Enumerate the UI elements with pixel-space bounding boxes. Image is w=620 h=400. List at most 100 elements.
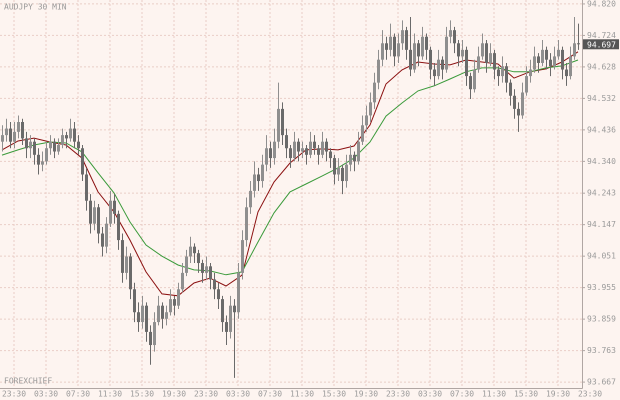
candle-body <box>437 59 440 77</box>
candle-body <box>469 76 472 90</box>
candle-body <box>433 69 436 77</box>
candle-body <box>1 135 4 142</box>
candle-body <box>505 66 508 83</box>
candle-body <box>17 122 20 132</box>
candle-body <box>81 148 84 175</box>
candle-body <box>245 207 248 241</box>
candle-body <box>189 246 192 257</box>
x-tick-label: 15:30 <box>514 390 538 399</box>
candle-body <box>401 30 404 44</box>
candle-body <box>105 223 108 247</box>
candle-body <box>121 240 124 273</box>
candle-body <box>529 69 532 77</box>
candle-body <box>25 138 28 149</box>
candle-body <box>397 43 400 57</box>
y-tick-label: 94.532 <box>587 94 616 103</box>
candle-body <box>449 30 452 37</box>
candle-body <box>509 82 512 96</box>
candle-body <box>145 305 148 332</box>
candle-body <box>553 56 556 67</box>
candle-body <box>429 49 432 70</box>
candle-body <box>377 59 380 83</box>
candle-body <box>557 49 560 57</box>
candle-body <box>573 43 576 57</box>
candle-body <box>425 36 428 50</box>
x-tick-label: 07:30 <box>450 390 474 399</box>
candle-body <box>577 43 580 45</box>
candle-body <box>237 272 240 313</box>
x-tick-label: 03:30 <box>418 390 442 399</box>
plot <box>1 17 580 378</box>
y-tick-label: 93.955 <box>587 283 616 292</box>
candle-body <box>521 92 524 116</box>
candle-body <box>265 148 268 165</box>
candle-body <box>53 141 56 152</box>
candle-body <box>165 312 168 319</box>
candle-body <box>309 141 312 155</box>
y-tick-label: 94.820 <box>587 0 616 8</box>
x-tick-label: 07:30 <box>258 390 282 399</box>
candle-body <box>329 151 332 159</box>
candle-body <box>385 43 388 50</box>
y-tick-label: 94.243 <box>587 189 616 198</box>
candle-body <box>69 128 72 139</box>
x-tick-label: 19:30 <box>354 390 378 399</box>
y-tick-label: 93.763 <box>587 346 616 355</box>
candle-body <box>341 167 344 182</box>
y-tick-label: 93.667 <box>587 378 616 387</box>
candle-body <box>9 128 12 142</box>
candle-body <box>441 59 444 70</box>
candle-body <box>5 128 8 136</box>
y-tick-label: 94.051 <box>587 252 616 261</box>
candle-body <box>381 43 384 60</box>
candle-body <box>513 95 516 109</box>
candle-body <box>281 108 284 136</box>
candle-body <box>273 141 276 159</box>
candle-body <box>317 148 320 155</box>
candle-body <box>141 305 144 323</box>
candle-body <box>253 174 256 191</box>
candle-body <box>409 49 412 70</box>
candle-body <box>93 207 96 224</box>
candle-body <box>405 30 408 50</box>
candle-body <box>33 141 36 155</box>
candle-body <box>177 289 180 306</box>
x-tick-label: 11:30 <box>98 390 122 399</box>
candle-body <box>125 256 128 273</box>
y-tick-label: 94.724 <box>587 31 616 40</box>
candle-body <box>313 141 316 149</box>
candle-body <box>233 305 236 313</box>
candle-body <box>229 305 232 332</box>
candle-body <box>545 49 548 60</box>
candle-body <box>49 141 52 149</box>
candle-body <box>45 148 48 162</box>
candle-body <box>389 36 392 50</box>
candle-body <box>185 256 188 273</box>
candle-body <box>57 144 60 152</box>
candle-body <box>129 256 132 290</box>
candle-body <box>153 322 156 346</box>
x-tick-label: 19:30 <box>546 390 570 399</box>
candle-body <box>421 36 424 57</box>
candle-body <box>477 56 480 70</box>
x-tick-label: 11:30 <box>482 390 506 399</box>
candle-body <box>13 131 16 142</box>
candle-body <box>517 108 520 116</box>
y-tick-label: 94.436 <box>587 125 616 134</box>
candle-body <box>109 200 112 224</box>
candle-body <box>365 115 368 126</box>
candle-body <box>361 125 364 142</box>
candle-body <box>173 299 176 306</box>
candle-body <box>369 102 372 116</box>
candle-body <box>65 135 68 139</box>
candle-body <box>77 141 80 149</box>
candle-body <box>205 266 208 273</box>
candle-body <box>209 266 212 280</box>
candle-body <box>537 56 540 63</box>
candle-body <box>485 43 488 63</box>
candle-body <box>413 43 416 70</box>
